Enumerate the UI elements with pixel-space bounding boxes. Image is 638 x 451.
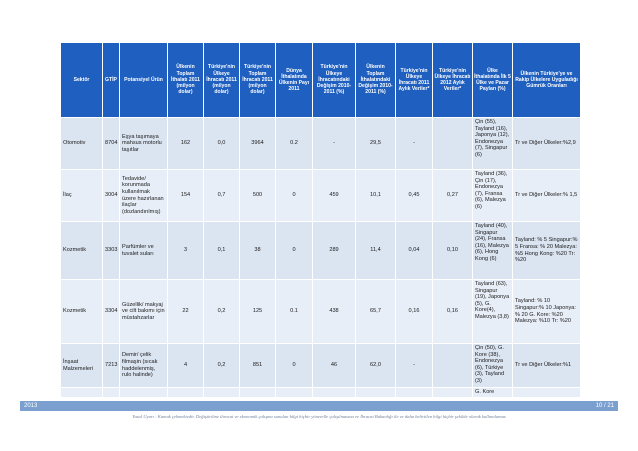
cell-product: Tedavide/ korunmada kullanılmak üzere ha…	[119, 169, 168, 222]
cell-tariffs: Tr ve Diğer Ülkeler:%2,9	[512, 117, 581, 170]
cell-top5: G. Kore	[472, 387, 513, 398]
cell-world-share: 0.1	[275, 279, 313, 344]
cell-monthly-2012: 0,10	[432, 221, 473, 280]
header-monthly-2011: Türkiye'nin Ülkeye İhracatı 2011 Aylık V…	[395, 42, 433, 118]
header-top5: Ülke İthalatında İlk 5 Ülke ve Pazar Pay…	[472, 42, 513, 118]
cell-gtip: 8704	[102, 117, 120, 170]
table-row: Kozmetik 3304 Güzellik/ makyaj ve cilt b…	[60, 279, 581, 344]
cell-monthly-2012	[432, 117, 473, 170]
header-tr-export-country: Türkiye'nin Ülkeye İhracatı 2011 (milyon…	[203, 42, 240, 118]
cell-tr-export-total: 500	[239, 169, 276, 222]
cell-gtip: 3304	[102, 279, 120, 344]
cell-tariffs: Tayland: % 5 Singapur:% 5 Fransa: % 20 M…	[512, 221, 581, 280]
table-header-row: Sektör GTİP Potansiyel Ürün Ülkenin Topl…	[60, 42, 581, 118]
cell-monthly-2011: -	[395, 343, 433, 388]
cell-import-change: 65,7	[355, 279, 396, 344]
footer-year: 2013	[24, 402, 38, 409]
cell-import-total: 22	[167, 279, 204, 344]
table-row: İlaç 3004 Tedavide/ korunmada kullanılma…	[60, 169, 581, 222]
cell-product: Eşya taşımaya mahsus motorlu taşıtlar	[119, 117, 168, 170]
cell-top5: Tayland (63), Singapur (19), Japonya (5)…	[472, 279, 513, 344]
cell-import-change: 29,5	[355, 117, 396, 170]
cell-tr-export-country: 0,2	[203, 279, 240, 344]
cell-tariffs: Tr ve Diğer Ülkeler:% 1,5	[512, 169, 581, 222]
cell-tr-export-country: 0,2	[203, 343, 240, 388]
legal-disclaimer: Yasal Uyarı : Kamuk çekmektedir. Değişti…	[132, 414, 506, 419]
cell-product: Parfümler ve tuvalet suları	[119, 221, 168, 280]
cell-world-share: 0	[275, 343, 313, 388]
table-row-partial: G. Kore	[60, 387, 581, 398]
cell-sector: Kozmetik	[60, 279, 103, 344]
cell-import-change: 10,1	[355, 169, 396, 222]
cell-monthly-2011: 0,04	[395, 221, 433, 280]
cell-import-change: 62,0	[355, 343, 396, 388]
cell-top5: Çin (50), G. Kore (38), Endonezya (6), T…	[472, 343, 513, 388]
cell-tr-export-country: 0,7	[203, 169, 240, 222]
header-gtip: GTİP	[102, 42, 120, 118]
header-tariffs: Ülkenin Türkiye'ye ve Rakip Ülkelere Uyg…	[512, 42, 581, 118]
cell-monthly-2012	[432, 343, 473, 388]
header-import-change: Ülkenin Toplam İthalatındaki Değişim 201…	[355, 42, 396, 118]
header-monthly-2012: Türkiye'nin Ülkeye İhracatı 2012 Aylık V…	[432, 42, 473, 118]
cell-monthly-2012: 0,16	[432, 279, 473, 344]
cell-import-total: 4	[167, 343, 204, 388]
cell-sector: İnşaat Malzemeleri	[60, 343, 103, 388]
cell-world-share: 0	[275, 169, 313, 222]
cell-import-total: 162	[167, 117, 204, 170]
cell-tr-change: 459	[312, 169, 356, 222]
cell-tr-export-total: 125	[239, 279, 276, 344]
cell-tariffs: Tayland: % 10 Singapur:% 10 Japonya: % 2…	[512, 279, 581, 344]
cell-gtip: 7213	[102, 343, 120, 388]
cell-tr-export-total: 38	[239, 221, 276, 280]
table-row: Kozmetik 3303 Parfümler ve tuvalet sular…	[60, 221, 581, 280]
cell-tr-change: 46	[312, 343, 356, 388]
cell-tr-change: 289	[312, 221, 356, 280]
cell-monthly-2011: 0,16	[395, 279, 433, 344]
cell-monthly-2011: -	[395, 117, 433, 170]
market-table-wrapper: Sektör GTİP Potansiyel Ürün Ülkenin Topl…	[60, 42, 581, 398]
header-tr-change: Türkiye'nin Ülkeye İhracatındaki Değişim…	[312, 42, 356, 118]
cell-top5: Tayland (36), Çin (17), Endonezya (7), F…	[472, 169, 513, 222]
cell-top5: Çin (55), Tayland (16), Japonya (12), En…	[472, 117, 513, 170]
cell-gtip: 3303	[102, 221, 120, 280]
cell-monthly-2012: 0,27	[432, 169, 473, 222]
cell-import-total: 3	[167, 221, 204, 280]
cell-world-share: 0	[275, 221, 313, 280]
cell-world-share: 0.2	[275, 117, 313, 170]
header-world-share: Dünya İthalatında Ülkenin Payı 2011	[275, 42, 313, 118]
cell-tariffs: Tr ve Diğer Ülkeler:%1	[512, 343, 581, 388]
cell-import-total: 154	[167, 169, 204, 222]
cell-tr-export-country: 0,0	[203, 117, 240, 170]
cell-import-change: 11,4	[355, 221, 396, 280]
cell-tr-export-country: 0,1	[203, 221, 240, 280]
cell-top5: Tayland (40), Singapur (24), Fransa (16)…	[472, 221, 513, 280]
cell-product: Güzellik/ makyaj ve cilt bakımı için müs…	[119, 279, 168, 344]
header-sector: Sektör	[60, 42, 103, 118]
market-table: Sektör GTİP Potansiyel Ürün Ülkenin Topl…	[60, 42, 581, 398]
cell-gtip: 3004	[102, 169, 120, 222]
cell-monthly-2011: 0,45	[395, 169, 433, 222]
cell-sector: Kozmetik	[60, 221, 103, 280]
table-row: İnşaat Malzemeleri 7213 Demir/ çelik fil…	[60, 343, 581, 388]
header-import-total: Ülkenin Toplam İthalatı 2011 (milyon dol…	[167, 42, 204, 118]
footer-bar: 2013 10 / 21	[20, 401, 618, 411]
cell-tr-export-total: 851	[239, 343, 276, 388]
header-product: Potansiyel Ürün	[119, 42, 168, 118]
cell-product: Demir/ çelik filmaşin (sıcak haddelenmiş…	[119, 343, 168, 388]
cell-sector: İlaç	[60, 169, 103, 222]
cell-tr-change: 438	[312, 279, 356, 344]
cell-tr-change: -	[312, 117, 356, 170]
cell-sector: Otomotiv	[60, 117, 103, 170]
table-row: Otomotiv 8704 Eşya taşımaya mahsus motor…	[60, 117, 581, 170]
footer-page-number: 10 / 21	[595, 402, 614, 409]
header-tr-export-total: Türkiye'nin Toplam İhracatı 2011 (milyon…	[239, 42, 276, 118]
cell-tr-export-total: 3964	[239, 117, 276, 170]
